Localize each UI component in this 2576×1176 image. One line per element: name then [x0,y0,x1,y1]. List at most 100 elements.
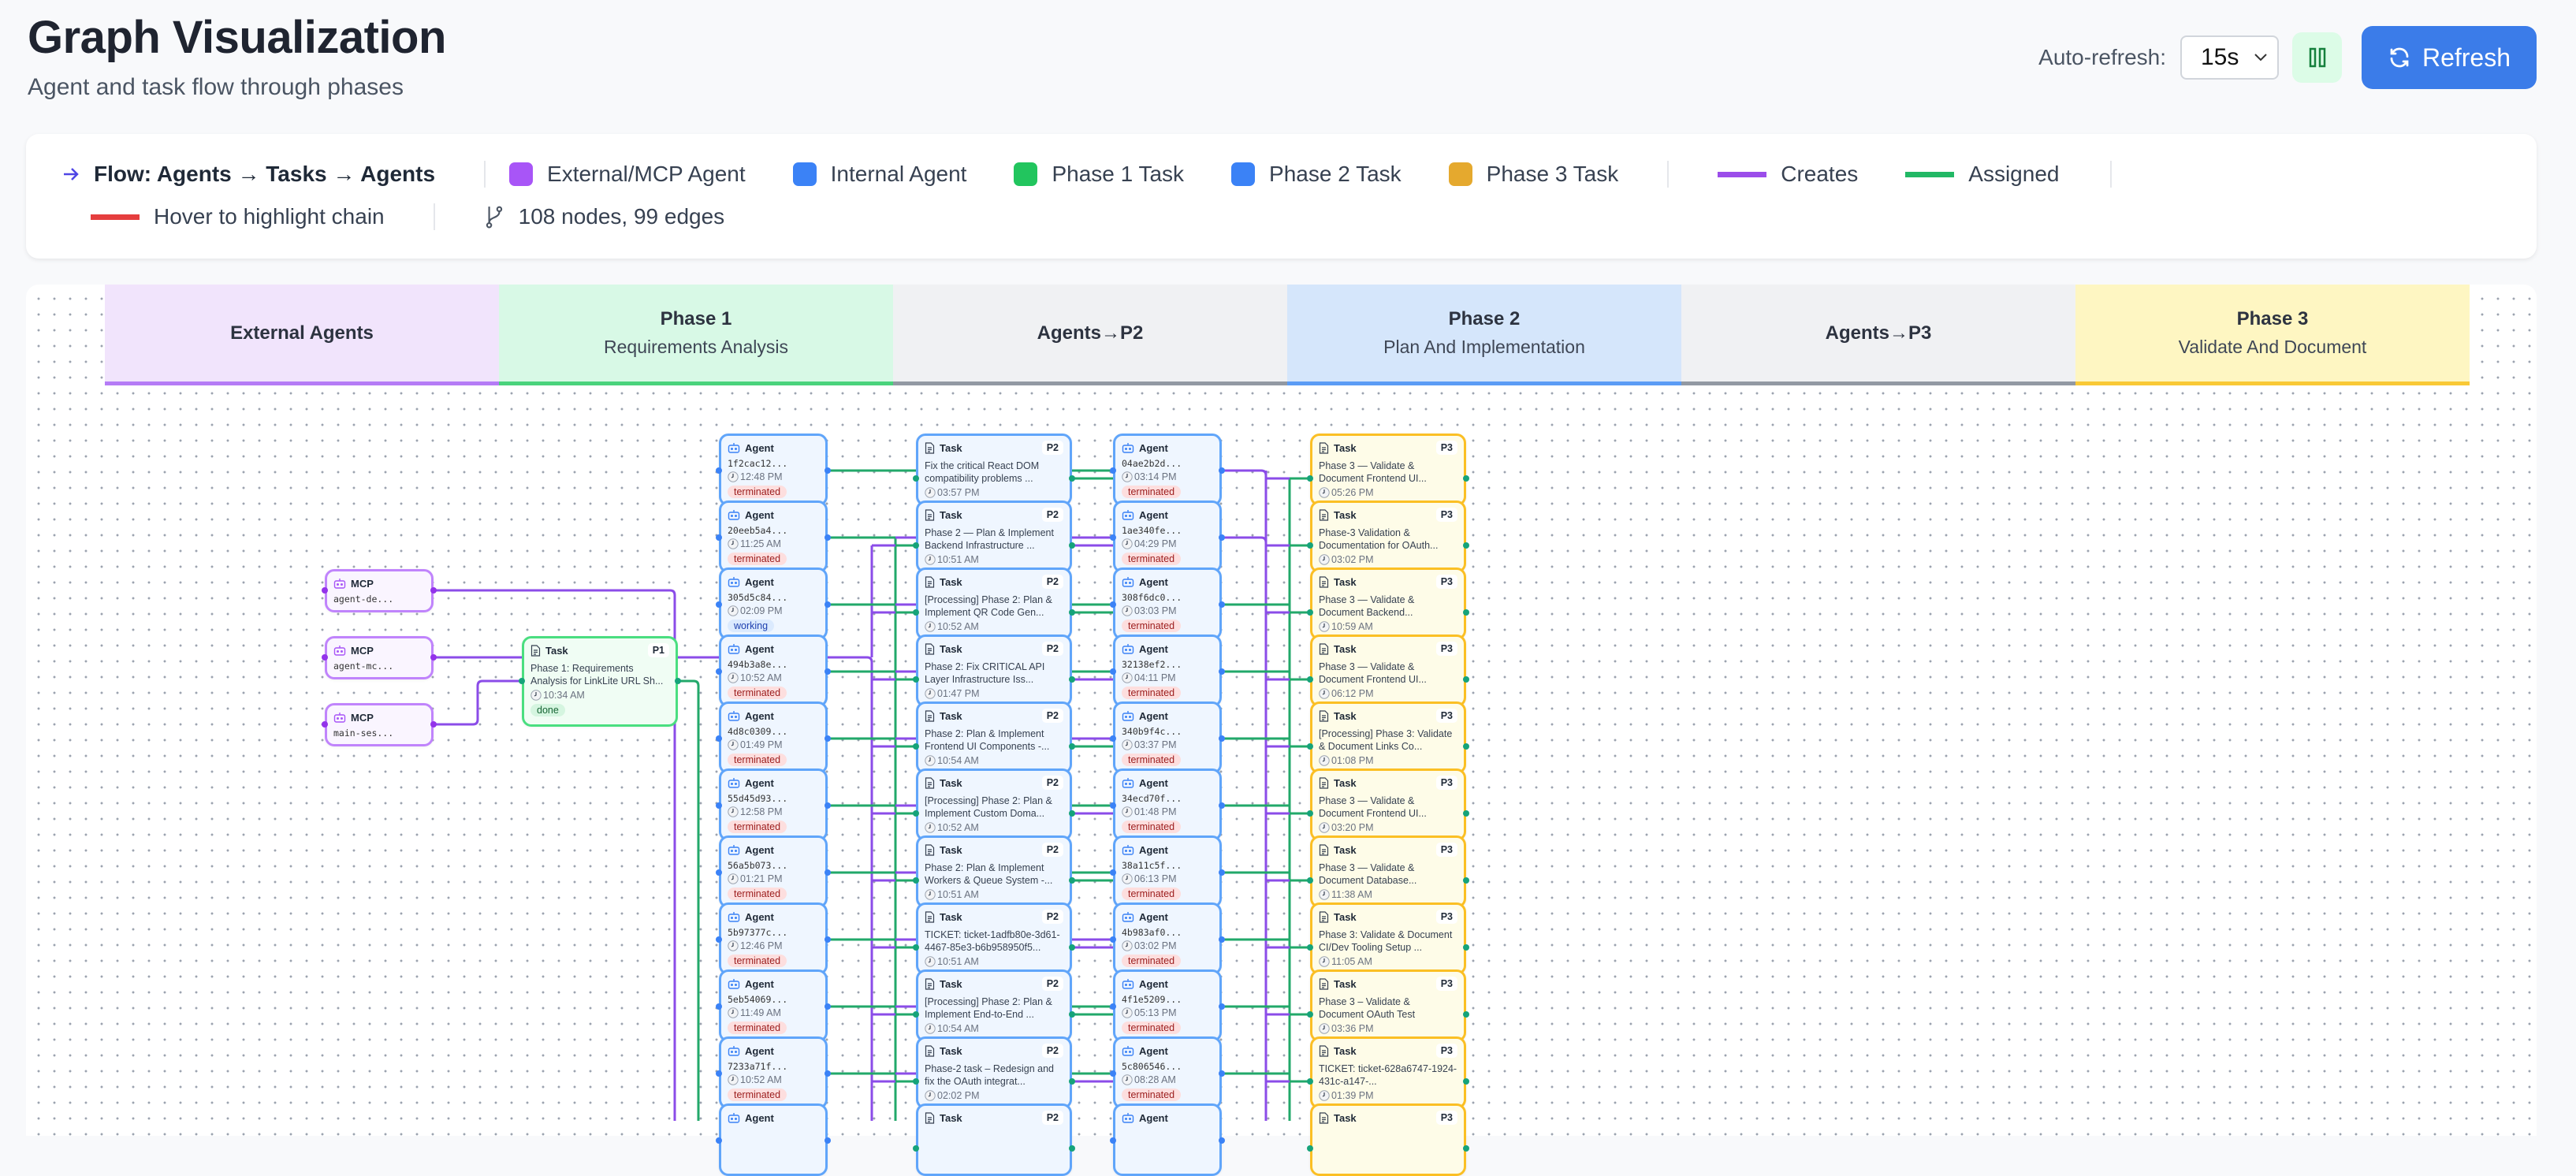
connection-handle[interactable] [913,609,919,616]
connection-handle[interactable] [913,877,919,884]
connection-handle[interactable] [825,869,831,876]
connection-handle[interactable] [1110,869,1116,876]
connection-handle[interactable] [1463,542,1469,549]
connection-handle[interactable] [519,678,525,684]
connection-handle[interactable] [1307,1078,1313,1085]
connection-handle[interactable] [1307,1145,1313,1152]
task-node[interactable]: Task P1 Phase 1: Requirements Analysis for… [522,636,678,727]
connection-handle[interactable] [430,721,437,728]
connection-handle[interactable] [913,743,919,750]
connection-handle[interactable] [1110,735,1116,742]
connection-handle[interactable] [322,721,328,728]
connection-handle[interactable] [1463,1011,1469,1018]
connection-handle[interactable] [825,1003,831,1010]
connection-handle[interactable] [825,802,831,809]
connection-handle[interactable] [716,936,722,943]
connection-handle[interactable] [1069,1011,1075,1018]
task-node[interactable]: Task P2 Phase-2 task – Redesign and fix th… [916,1036,1072,1109]
connection-handle[interactable] [1110,668,1116,675]
agent-node[interactable]: Agent 7233a71f... 10:52 AM terminated [719,1036,828,1109]
pause-auto-refresh-button[interactable] [2292,32,2342,83]
auto-refresh-interval-select[interactable]: 15s [2180,35,2279,80]
agent-node[interactable]: Agent 20eeb5a4... 11:25 AM terminated [719,501,828,573]
task-node[interactable]: Task P3 Phase-3 Validation & Documentation… [1310,501,1466,573]
connection-handle[interactable] [1307,944,1313,951]
connection-handle[interactable] [1069,542,1075,549]
connection-handle[interactable] [1219,534,1225,541]
task-node[interactable]: Task P2 Phase 2: Fix CRITICAL API Layer In… [916,635,1072,707]
connection-handle[interactable] [1219,802,1225,809]
connection-handle[interactable] [913,676,919,683]
mcp-agent-node[interactable]: MCP main-ses... [325,703,434,746]
agent-node[interactable]: Agent 4b983af0... 03:02 PM terminated [1113,902,1222,975]
connection-handle[interactable] [825,467,831,474]
agent-node[interactable]: Agent [1113,1103,1222,1176]
connection-handle[interactable] [1110,1070,1116,1077]
creates-edge[interactable] [678,656,873,1121]
connection-handle[interactable] [1219,735,1225,742]
connection-handle[interactable] [1307,1011,1313,1018]
graph-canvas[interactable] [26,285,2537,1136]
task-node[interactable]: Task P2 [Processing] Phase 2: Plan & Imple… [916,969,1072,1042]
connection-handle[interactable] [1069,743,1075,750]
task-node[interactable]: Task P2 Phase 2: Plan & Implement Frontend… [916,702,1072,774]
connection-handle[interactable] [1069,475,1075,482]
task-node[interactable]: Task P2 Fix the critical React DOM compati… [916,434,1072,506]
mcp-agent-node[interactable]: MCP agent-mc... [325,636,434,679]
agent-node[interactable]: Agent 38a11c5f... 06:13 PM terminated [1113,835,1222,908]
connection-handle[interactable] [1110,1003,1116,1010]
connection-handle[interactable] [913,1145,919,1152]
connection-handle[interactable] [1463,609,1469,616]
connection-handle[interactable] [1307,609,1313,616]
connection-handle[interactable] [1219,1003,1225,1010]
task-node[interactable]: Task P2 [916,1103,1072,1176]
connection-handle[interactable] [1307,743,1313,750]
agent-node[interactable]: Agent 32138ef2... 04:11 PM terminated [1113,635,1222,707]
creates-edge[interactable] [434,589,676,1121]
connection-handle[interactable] [1069,609,1075,616]
connection-handle[interactable] [1307,877,1313,884]
connection-handle[interactable] [1463,944,1469,951]
connection-handle[interactable] [1069,676,1075,683]
task-node[interactable]: Task P3 Phase 3 — Validate & Document Fron… [1310,434,1466,506]
connection-handle[interactable] [913,1011,919,1018]
agent-node[interactable]: Agent 04ae2b2d... 03:14 PM terminated [1113,434,1222,506]
agent-node[interactable]: Agent 5c806546... 08:28 AM terminated [1113,1036,1222,1109]
task-node[interactable]: Task P3 Phase 3 — Validate & Document Data… [1310,835,1466,908]
connection-handle[interactable] [1463,1078,1469,1085]
agent-node[interactable]: Agent 4f1e5209... 05:13 PM terminated [1113,969,1222,1042]
connection-handle[interactable] [1219,601,1225,608]
agent-node[interactable]: Agent 4d8c0309... 01:49 PM terminated [719,702,828,774]
connection-handle[interactable] [825,1070,831,1077]
task-node[interactable]: Task P3 Phase 3: Validate & Document CI/De… [1310,902,1466,975]
connection-handle[interactable] [825,601,831,608]
connection-handle[interactable] [716,1003,722,1010]
connection-handle[interactable] [913,810,919,817]
task-node[interactable]: Task P3 Phase 3 – Validate & Document OAut… [1310,969,1466,1042]
connection-handle[interactable] [1463,743,1469,750]
connection-handle[interactable] [1219,869,1225,876]
connection-handle[interactable] [716,802,722,809]
task-node[interactable]: Task P3 TICKET: ticket-628a6747-1924-431c-… [1310,1036,1466,1109]
connection-handle[interactable] [1110,1137,1116,1144]
connection-handle[interactable] [716,1070,722,1077]
agent-node[interactable]: Agent 34ecd70f... 01:48 PM terminated [1113,768,1222,841]
connection-handle[interactable] [1069,877,1075,884]
connection-handle[interactable] [913,1078,919,1085]
creates-edge[interactable] [1222,469,1268,476]
task-node[interactable]: Task P2 [Processing] Phase 2: Plan & Imple… [916,568,1072,640]
connection-handle[interactable] [825,1137,831,1144]
task-node[interactable]: Task P2 Phase 2: Plan & Implement Workers … [916,835,1072,908]
task-node[interactable]: Task P3 [1310,1103,1466,1176]
agent-node[interactable]: Agent 1f2cac12... 12:48 PM terminated [719,434,828,506]
connection-handle[interactable] [716,534,722,541]
connection-handle[interactable] [1219,668,1225,675]
connection-handle[interactable] [1069,810,1075,817]
task-node[interactable]: Task P2 [Processing] Phase 2: Plan & Imple… [916,768,1072,841]
connection-handle[interactable] [913,475,919,482]
assigned-edge[interactable] [678,679,700,1121]
connection-handle[interactable] [825,735,831,742]
connection-handle[interactable] [1463,810,1469,817]
connection-handle[interactable] [825,668,831,675]
task-node[interactable]: Task P3 Phase 3 — Validate & Document Fron… [1310,635,1466,707]
